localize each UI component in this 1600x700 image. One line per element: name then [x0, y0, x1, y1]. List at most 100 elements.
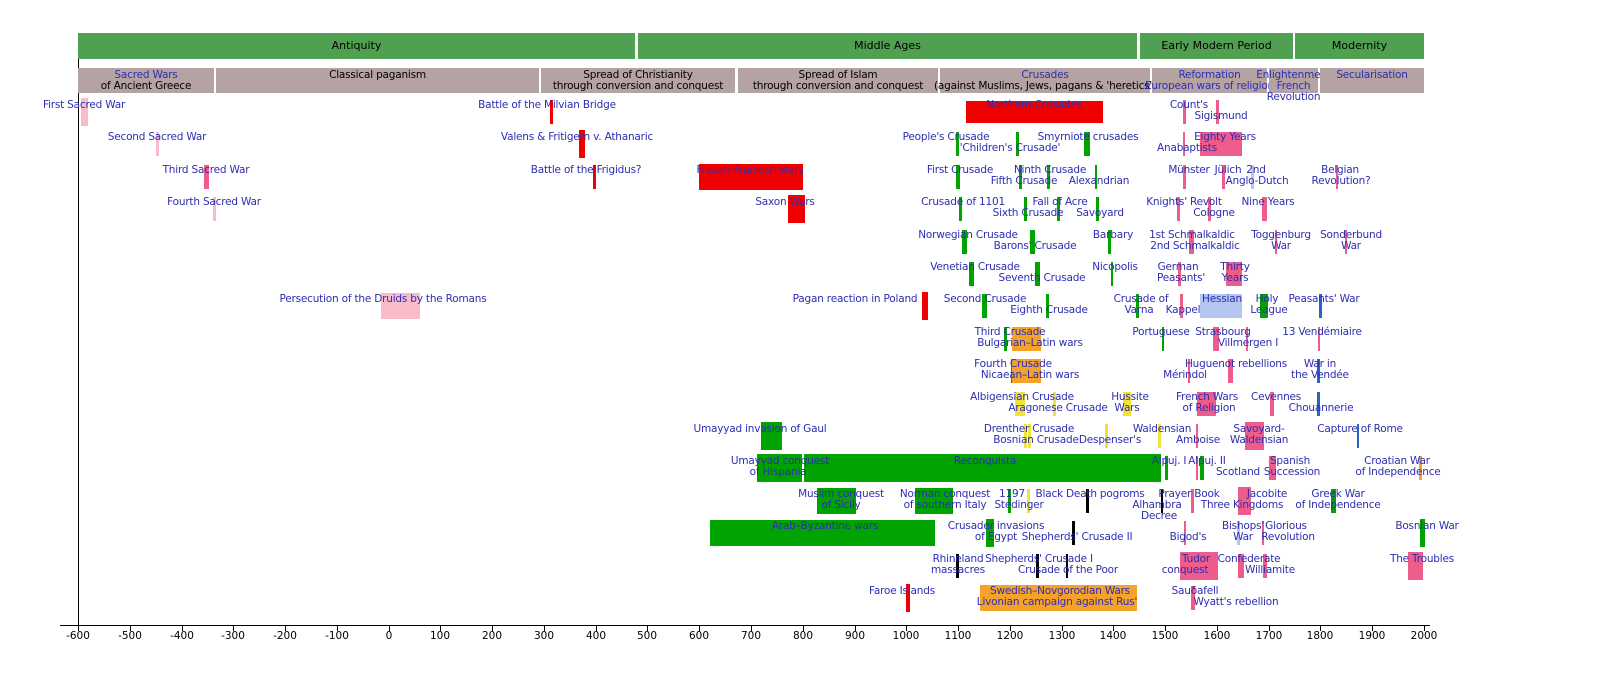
timeline-bar[interactable]: [156, 132, 159, 156]
event-label[interactable]: Eighth Crusade: [1010, 304, 1088, 316]
event-label[interactable]: Rhineland: [932, 553, 984, 565]
event-label[interactable]: massacres: [930, 564, 986, 576]
event-label[interactable]: Norwegian Crusade: [918, 229, 1018, 241]
period-bar[interactable]: Modernity: [1295, 33, 1424, 59]
event-label[interactable]: Seventh Crusade: [998, 272, 1086, 284]
event-label[interactable]: of southern Italy: [903, 499, 987, 511]
event-label[interactable]: Saxon Wars: [755, 196, 815, 208]
event-label[interactable]: Reconquista: [953, 455, 1017, 467]
event-label[interactable]: Wars: [1114, 402, 1140, 414]
event-label[interactable]: Scotland: [1215, 466, 1261, 478]
event-label[interactable]: 'Children's Crusade': [959, 142, 1061, 154]
timeline-bar[interactable]: [788, 195, 805, 223]
timeline-bar[interactable]: [1270, 392, 1274, 416]
event-label[interactable]: Norman conquest: [899, 488, 991, 500]
event-label[interactable]: Portuguese: [1132, 326, 1190, 338]
event-label[interactable]: Shepherds' Crusade I: [985, 553, 1093, 565]
event-label[interactable]: Williamite: [1245, 564, 1295, 576]
event-label[interactable]: Eighty Years: [1194, 131, 1256, 143]
timeline-bar[interactable]: [1419, 456, 1422, 480]
era-bar[interactable]: Spread of Islam through conversion and co…: [738, 68, 938, 93]
event-label[interactable]: Alexandrian: [1068, 175, 1130, 187]
timeline-bar[interactable]: [1165, 456, 1168, 480]
era-bar[interactable]: Secularisation: [1320, 68, 1424, 93]
event-label[interactable]: Second Sacred War: [107, 131, 207, 143]
timeline-bar[interactable]: [1319, 294, 1322, 318]
timeline-bar[interactable]: [1193, 586, 1195, 610]
event-label[interactable]: Second Crusade: [943, 293, 1027, 305]
timeline-bar[interactable]: [804, 454, 1161, 482]
event-label[interactable]: Thirty: [1220, 261, 1250, 273]
event-label[interactable]: War in: [1303, 358, 1337, 370]
timeline-bar[interactable]: [966, 101, 1103, 123]
event-label[interactable]: Villmergen I: [1217, 337, 1279, 349]
timeline-bar[interactable]: [956, 132, 959, 156]
timeline-bar[interactable]: [1357, 424, 1359, 448]
timeline-bar[interactable]: [579, 130, 585, 158]
timeline-bar[interactable]: [1053, 392, 1056, 416]
timeline-bar[interactable]: [956, 554, 959, 578]
period-bar[interactable]: Middle Ages: [638, 33, 1137, 59]
timeline-bar[interactable]: [1317, 359, 1320, 383]
timeline-bar[interactable]: [1111, 262, 1113, 286]
timeline-bar[interactable]: [213, 197, 216, 221]
event-label[interactable]: the Vendée: [1291, 369, 1349, 381]
event-label[interactable]: Albigensian Crusade: [970, 391, 1074, 403]
era-label[interactable]: Reformation: [1178, 69, 1241, 81]
event-label[interactable]: 13 Vendémiaire: [1282, 326, 1362, 338]
timeline-bar[interactable]: [1123, 392, 1131, 416]
timeline-bar[interactable]: [1226, 262, 1242, 286]
event-label[interactable]: Cevennes: [1250, 391, 1302, 403]
event-label[interactable]: Crusade of 1101: [921, 196, 1005, 208]
event-label[interactable]: Peasants' War: [1288, 293, 1360, 305]
period-bar[interactable]: Antiquity: [78, 33, 635, 59]
event-label[interactable]: Bosnian Crusade: [993, 434, 1079, 446]
event-label[interactable]: Fourth Sacred War: [167, 196, 261, 208]
timeline-bar[interactable]: [1136, 294, 1139, 318]
event-label[interactable]: Fall of Acre: [1032, 196, 1088, 208]
era-bar[interactable]: Spread of Christianity through conversion…: [541, 68, 735, 93]
event-label[interactable]: Decree: [1140, 510, 1178, 522]
event-label[interactable]: League: [1250, 304, 1288, 316]
timeline-bar[interactable]: [1197, 392, 1216, 416]
event-label[interactable]: Crusader invasions: [947, 520, 1045, 532]
event-label[interactable]: Belgian: [1321, 164, 1359, 176]
event-label[interactable]: Faroe Islands: [869, 585, 935, 597]
timeline-bar[interactable]: [915, 488, 953, 514]
timeline-bar[interactable]: [1222, 165, 1225, 189]
event-label[interactable]: Aragonese Crusade: [1008, 402, 1108, 414]
timeline-bar[interactable]: [1262, 197, 1267, 221]
timeline-bar[interactable]: [1072, 521, 1075, 545]
event-label[interactable]: of Egypt: [974, 531, 1018, 543]
era-label[interactable]: European wars of religion: [1145, 80, 1274, 92]
timeline-bar[interactable]: [1086, 489, 1089, 513]
event-label[interactable]: War: [1233, 531, 1253, 543]
event-label[interactable]: Persecution of the Druids by the Romans: [279, 293, 487, 305]
event-label[interactable]: Third Crusade: [974, 326, 1046, 338]
era-bar[interactable]: Crusades (against Muslims, Jews, pagans &…: [934, 68, 1156, 93]
event-label[interactable]: Succession: [1263, 466, 1321, 478]
timeline-bar[interactable]: [1019, 165, 1022, 189]
era-bar[interactable]: Sacred Wars of Ancient Greece: [78, 68, 214, 93]
timeline-bar[interactable]: [1269, 456, 1276, 480]
event-label[interactable]: First Sacred War: [42, 99, 126, 111]
event-label[interactable]: Alpuj. II: [1188, 455, 1226, 467]
timeline-bar[interactable]: [922, 292, 928, 320]
era-bar[interactable]: Classical paganism: [216, 68, 539, 93]
timeline-bar[interactable]: [1184, 521, 1186, 545]
timeline-bar[interactable]: [982, 294, 987, 318]
event-label[interactable]: Savoyard: [1076, 207, 1124, 219]
timeline-bar[interactable]: [1027, 489, 1030, 513]
timeline-bar[interactable]: [1238, 554, 1244, 578]
timeline-bar[interactable]: [1200, 132, 1242, 156]
timeline-bar[interactable]: [1318, 327, 1320, 351]
timeline-bar[interactable]: [1263, 554, 1267, 578]
event-label[interactable]: Muslim conquest: [798, 488, 884, 500]
timeline-bar[interactable]: [1095, 165, 1097, 189]
event-label[interactable]: Count's: [1169, 99, 1209, 111]
event-label[interactable]: Anabaptists: [1157, 142, 1217, 154]
timeline-bar[interactable]: [1096, 197, 1099, 221]
timeline-bar[interactable]: [1180, 552, 1218, 580]
event-label[interactable]: of Independence: [1355, 466, 1441, 478]
event-label[interactable]: Waldensian: [1132, 423, 1192, 435]
